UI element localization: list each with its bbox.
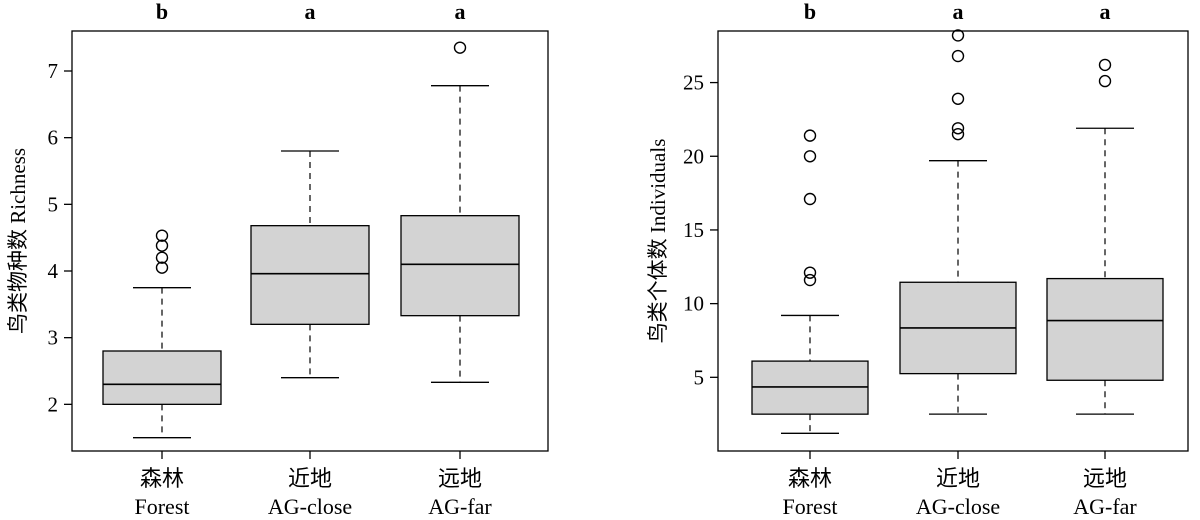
y-tick-label: 3 [48, 326, 59, 350]
box-0: b 森林 Forest [751, 0, 869, 519]
outlier-point [453, 41, 467, 54]
iqr-box [250, 225, 370, 325]
significance-letter: b [156, 0, 168, 24]
plot-frame [717, 30, 1189, 452]
outlier-point [951, 49, 965, 63]
y-tick-label: 2 [48, 392, 59, 416]
y-tick-label: 6 [48, 126, 59, 150]
box-1: a 近地 AG-close [250, 0, 370, 519]
significance-letter: a [305, 0, 316, 24]
outlier-point [155, 251, 169, 264]
category-label-en: AG-far [428, 494, 492, 519]
y-tick-label: 10 [683, 292, 704, 316]
outlier-point [803, 150, 817, 163]
box-1: a 近地 AG-close [899, 0, 1017, 519]
category-label-en: Forest [135, 494, 190, 519]
y-axis-label: 鸟类个体数 Individuals [646, 139, 670, 344]
outlier-point [951, 92, 965, 105]
category-label-en: Forest [783, 494, 838, 519]
category-label-zh: 近地 [936, 466, 980, 491]
richness-boxplot-panel: 2 3 4 5 6 7 鸟类物种数 Richness b 森林 Forest a 近地 AG-close… [6, 0, 549, 519]
y-tick-label: 5 [694, 365, 705, 389]
outlier-point [803, 266, 817, 279]
outlier-point [951, 122, 965, 135]
y-tick-label: 15 [683, 218, 704, 242]
category-label-en: AG-close [916, 494, 1000, 519]
category-label-zh: 森林 [788, 466, 832, 491]
iqr-box [400, 215, 520, 317]
category-label-zh: 近地 [288, 466, 332, 491]
y-tick-label: 4 [48, 259, 59, 283]
box-0: b 森林 Forest [102, 0, 222, 519]
y-tick-label: 7 [48, 59, 59, 83]
outlier-point [803, 273, 817, 287]
category-label-en: AG-far [1073, 494, 1137, 519]
box-2: a 远地 AG-far [1046, 0, 1164, 519]
y-tick-label: 25 [683, 71, 704, 95]
significance-letter: a [455, 0, 466, 24]
y-axis-label: 鸟类物种数 Richness [6, 148, 30, 334]
iqr-box [102, 350, 222, 405]
category-label-en: AG-close [268, 494, 352, 519]
y-tick-label: 20 [683, 144, 704, 168]
category-label-zh: 森林 [140, 466, 184, 491]
outlier-point [1098, 74, 1112, 88]
outlier-point [155, 261, 169, 274]
box-2: a 远地 AG-far [400, 0, 520, 519]
outlier-point [803, 129, 817, 142]
significance-letter: a [953, 0, 964, 24]
significance-letter: a [1100, 0, 1111, 24]
outlier-point [155, 229, 169, 242]
outlier-point [155, 239, 169, 252]
outlier-point [1098, 58, 1112, 72]
individuals-boxplot-panel: 5 10 15 20 25 鸟类个体数 Individuals b 森林 Forest a 近地 AG… [646, 0, 1189, 519]
significance-letter: b [804, 0, 816, 24]
outlier-point [803, 192, 817, 206]
y-tick-label: 5 [48, 192, 59, 216]
outlier-point [951, 29, 965, 42]
outlier-point [951, 127, 965, 141]
category-label-zh: 远地 [438, 466, 482, 491]
category-label-zh: 远地 [1083, 466, 1127, 491]
iqr-box [1046, 277, 1164, 381]
